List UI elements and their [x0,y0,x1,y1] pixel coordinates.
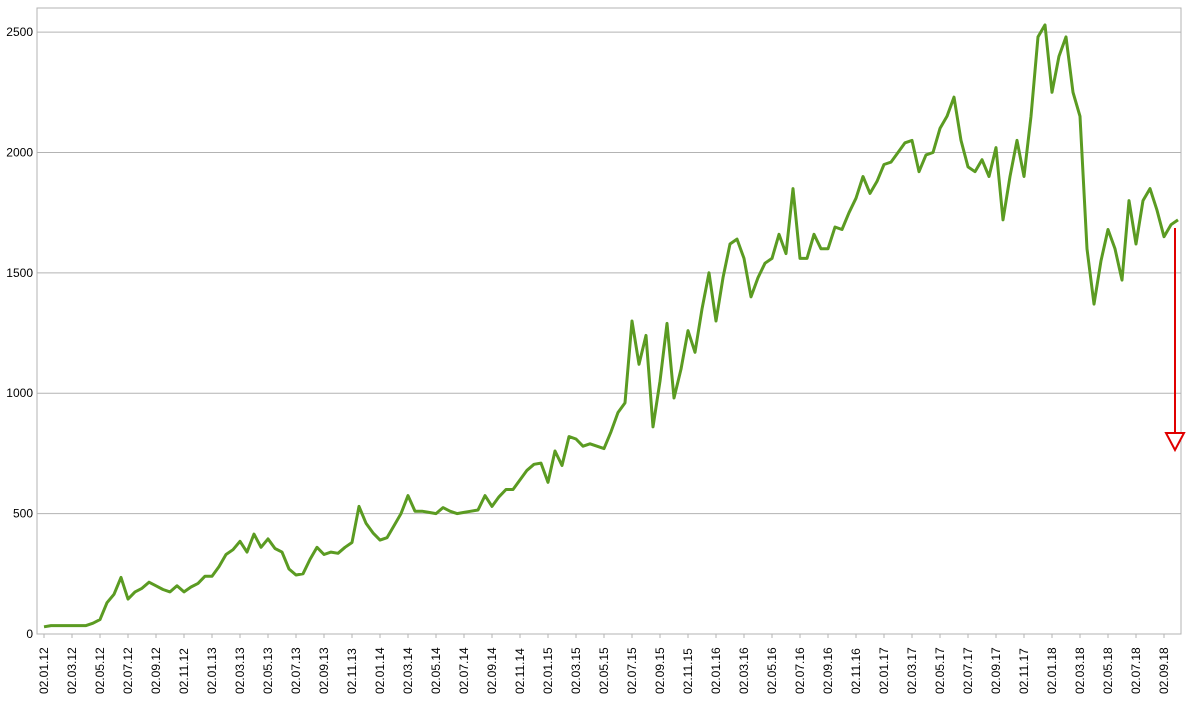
x-tick-label: 02.01.14 [373,647,387,694]
x-tick-label: 02.03.12 [65,647,79,694]
x-tick-label: 02.05.16 [765,647,779,694]
x-tick-label: 02.03.18 [1073,647,1087,694]
x-tick-label: 02.01.12 [37,647,51,694]
y-tick-label: 500 [13,507,33,521]
x-tick-label: 02.11.12 [177,648,191,694]
x-tick-label: 02.11.17 [1017,648,1031,694]
x-tick-label: 02.09.17 [989,647,1003,694]
x-tick-label: 02.11.13 [345,648,359,694]
x-tick-label: 02.05.13 [261,647,275,694]
x-tick-label: 02.09.18 [1157,647,1171,694]
x-tick-label: 02.07.12 [121,647,135,694]
x-tick-label: 02.05.14 [429,647,443,694]
x-tick-label: 02.11.14 [513,648,527,694]
x-tick-label: 02.07.13 [289,647,303,694]
y-tick-label: 2000 [6,145,33,159]
x-tick-label: 02.07.18 [1129,647,1143,694]
series-line [43,23,1179,629]
x-tick-label: 02.03.13 [233,647,247,694]
y-tick-label: 1000 [6,386,33,400]
x-tick-label: 02.01.15 [541,647,555,694]
x-tick-label: 02.07.17 [961,647,975,694]
arrow-head [1164,432,1186,453]
x-tick-label: 02.01.16 [709,647,723,694]
x-tick-label: 02.05.12 [93,647,107,694]
y-tick-label: 2500 [6,25,33,39]
x-tick-label: 02.01.18 [1045,647,1059,694]
x-tick-label: 02.09.13 [317,647,331,694]
x-tick-label: 02.09.12 [149,647,163,694]
x-tick-label: 02.01.17 [877,647,891,694]
plot-frame [36,7,1182,635]
x-tick-label: 02.03.16 [737,647,751,694]
x-tick-label: 02.03.17 [905,647,919,694]
x-tick-label: 02.01.13 [205,647,219,694]
x-tick-label: 02.05.17 [933,647,947,694]
x-tick-label: 02.07.15 [625,647,639,694]
x-tick-label: 02.05.15 [597,647,611,694]
x-tick-label: 02.05.18 [1101,647,1115,694]
x-tick-label: 02.03.14 [401,647,415,694]
x-tick-label: 02.09.14 [485,647,499,694]
x-tick-label: 02.07.16 [793,647,807,694]
x-tick-label: 02.11.16 [849,648,863,694]
x-tick-label: 02.03.15 [569,647,583,694]
x-tick-label: 02.09.15 [653,647,667,694]
y-tick-label: 1500 [6,266,33,280]
x-tick-label: 02.07.14 [457,647,471,694]
x-tick-label: 02.11.15 [681,648,695,694]
y-tick-label: 0 [26,627,33,641]
x-tick-label: 02.09.16 [821,647,835,694]
